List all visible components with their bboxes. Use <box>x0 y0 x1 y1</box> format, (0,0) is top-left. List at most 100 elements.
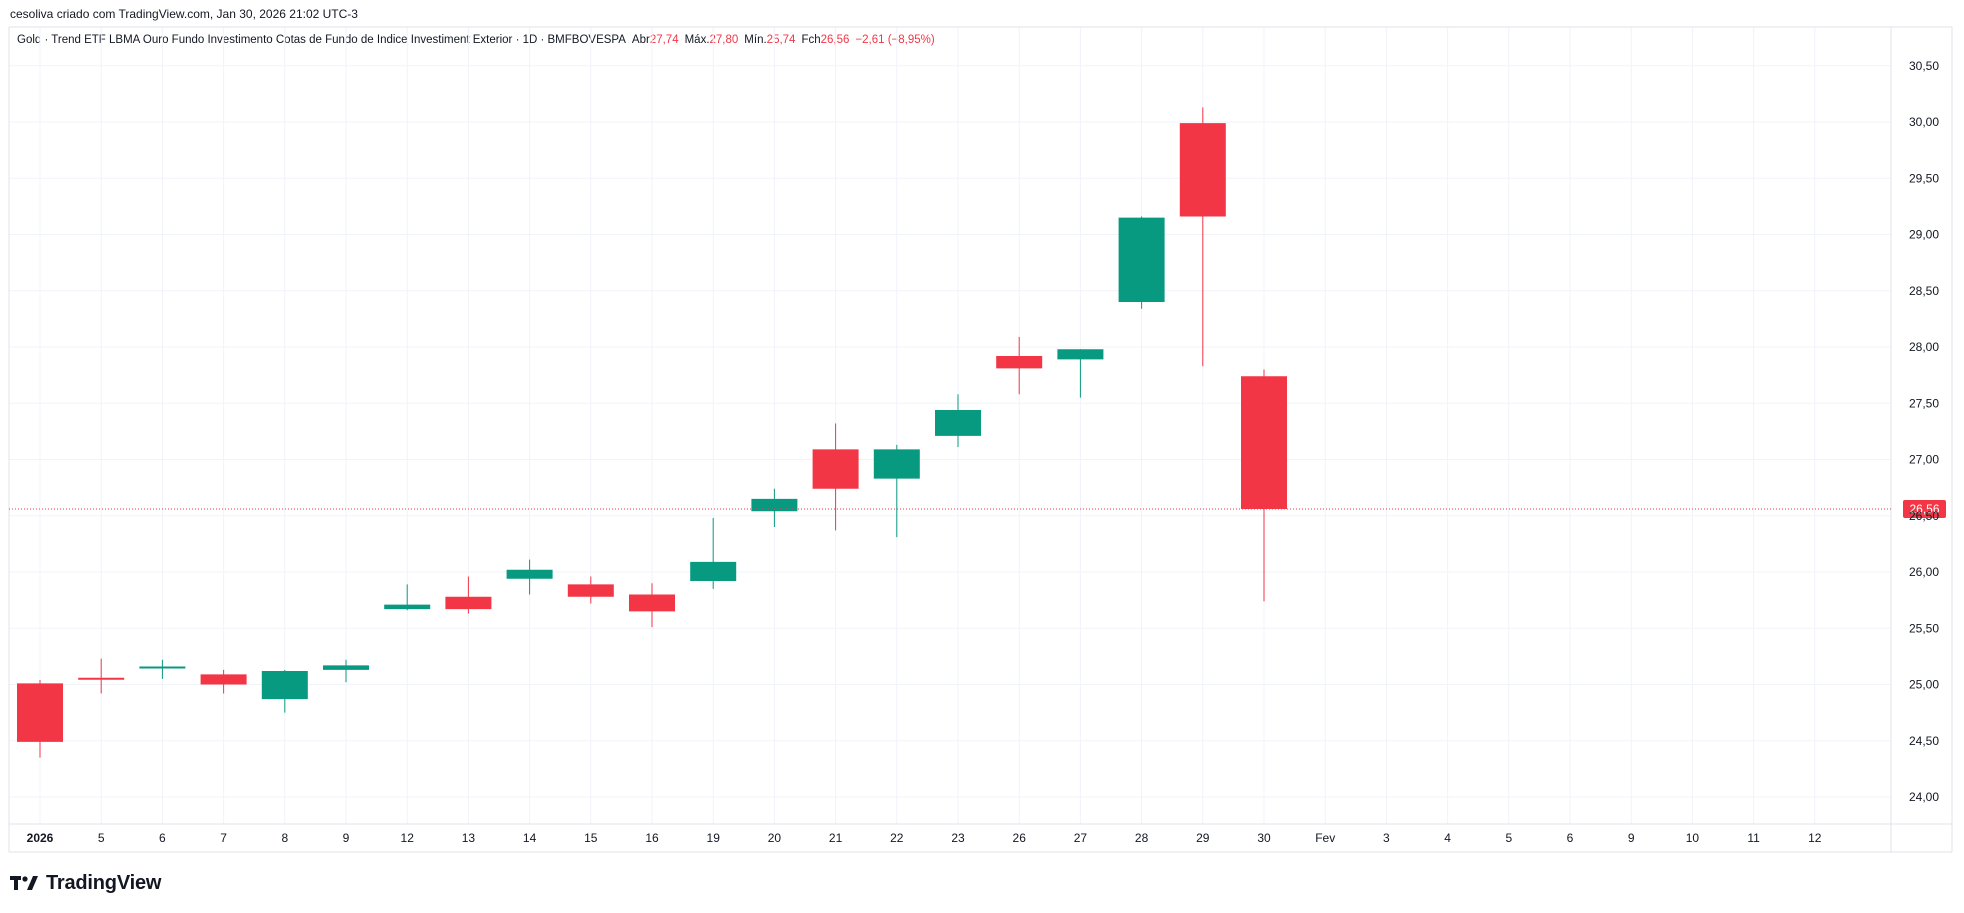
x-tick-label: 20 <box>768 831 782 845</box>
y-tick-label: 24,50 <box>1909 734 1939 748</box>
close-label: Fch <box>801 34 821 46</box>
tradingview-logo-text: TradingView <box>46 871 162 894</box>
x-tick-label: 12 <box>401 831 415 845</box>
candle-body <box>17 683 63 742</box>
chart-frame <box>8 26 1953 853</box>
price-axis[interactable]: 30,50 30,00 29,50 29,00 28,50 28,00 27,50 27,00… <box>1909 59 1939 804</box>
x-tick-label: 9 <box>1628 831 1635 845</box>
x-tick-label: 19 <box>707 831 721 845</box>
x-tick-label: 16 <box>645 831 659 845</box>
x-tick-label: 23 <box>951 831 965 845</box>
candle[interactable] <box>78 658 125 694</box>
x-tick-label: 7 <box>220 831 227 845</box>
candle-body <box>139 666 186 669</box>
candle-body <box>873 449 920 479</box>
candle-body <box>812 449 859 489</box>
candle-body <box>506 569 553 579</box>
candle[interactable] <box>996 336 1043 395</box>
x-tick-label: 29 <box>1196 831 1210 845</box>
x-tick-label: 30 <box>1257 831 1271 845</box>
y-tick-label: 25,00 <box>1909 678 1939 692</box>
candle-body <box>1179 123 1226 217</box>
x-tick-label: 14 <box>523 831 537 845</box>
x-tick-label: 26 <box>1013 831 1027 845</box>
x-tick-label: 28 <box>1135 831 1149 845</box>
candle-body <box>567 584 614 597</box>
high-label: Máx. <box>684 34 710 46</box>
candle[interactable] <box>812 423 859 531</box>
y-tick-label: 27,50 <box>1909 396 1939 410</box>
change-value: −2,61 (−8,95%) <box>855 34 935 46</box>
low-label: Mín. <box>744 34 767 46</box>
y-tick-label: 29,50 <box>1909 171 1939 185</box>
candle[interactable] <box>1118 216 1165 309</box>
candle[interactable] <box>1179 107 1226 367</box>
x-tick-label: Fev <box>1315 831 1335 845</box>
y-tick-label: 30,50 <box>1909 59 1939 73</box>
y-tick-label: 24,00 <box>1909 790 1939 804</box>
candle-body <box>384 604 431 610</box>
candle[interactable] <box>629 583 675 628</box>
candle-body <box>323 665 369 670</box>
x-tick-label: 22 <box>890 831 904 845</box>
y-tick-label: 27,00 <box>1909 453 1939 467</box>
y-tick-label: 28,50 <box>1909 284 1939 298</box>
candle-body <box>996 356 1043 369</box>
candle-body <box>690 561 737 581</box>
x-tick-label: 2026 <box>27 831 54 845</box>
candle[interactable] <box>690 518 737 589</box>
symbol-legend: Gold · Trend ETF LBMA Ouro Fundo Investi… <box>17 34 935 46</box>
candle-body <box>935 410 981 436</box>
x-tick-label: 13 <box>462 831 476 845</box>
x-tick-label: 9 <box>343 831 350 845</box>
candle[interactable] <box>384 584 431 611</box>
candle[interactable] <box>506 559 553 595</box>
candle[interactable] <box>323 659 369 683</box>
candles[interactable] <box>17 107 1287 758</box>
x-tick-label: 12 <box>1808 831 1822 845</box>
candle-body <box>629 594 675 612</box>
candle[interactable] <box>200 669 247 694</box>
chart-grid <box>9 27 1891 824</box>
candle-body <box>1057 349 1104 360</box>
candle[interactable] <box>873 444 920 538</box>
candle-body <box>1241 376 1287 509</box>
candle-body <box>445 596 492 610</box>
candle[interactable] <box>1057 349 1104 398</box>
current-price-line-group: 26,56 <box>9 500 1946 518</box>
chart-caption: cesoliva criado com TradingView.com, Jan… <box>10 7 358 21</box>
candle-body <box>200 674 247 685</box>
current-price-label: 26,56 <box>1909 502 1939 516</box>
time-axis[interactable]: 2026 5 6 7 8 9 12 13 14 15 16 19 20 21 22 23 26 27 28 29 30 F… <box>27 831 1822 845</box>
x-tick-label: 6 <box>1567 831 1574 845</box>
candle[interactable] <box>567 576 614 604</box>
y-tick-label: 30,00 <box>1909 115 1939 129</box>
x-tick-label: 10 <box>1686 831 1700 845</box>
tradingview-logo-icon <box>10 876 38 890</box>
candle[interactable] <box>17 680 63 758</box>
x-tick-label: 6 <box>159 831 166 845</box>
tradingview-logo[interactable]: TradingView <box>10 871 161 895</box>
candle[interactable] <box>751 488 798 527</box>
x-tick-label: 11 <box>1747 831 1760 845</box>
y-tick-label: 26,00 <box>1909 565 1939 579</box>
candle[interactable] <box>935 394 981 448</box>
candle[interactable] <box>139 659 186 679</box>
candle[interactable] <box>261 669 308 713</box>
open-label: Abr <box>631 34 650 46</box>
x-tick-label: 27 <box>1074 831 1088 845</box>
x-tick-label: 4 <box>1444 831 1451 845</box>
candle-body <box>261 671 308 700</box>
y-tick-label: 29,00 <box>1909 228 1939 242</box>
y-tick-label: 25,50 <box>1909 621 1939 635</box>
candle[interactable] <box>445 576 492 614</box>
y-tick-label: 28,00 <box>1909 340 1939 354</box>
x-tick-label: 21 <box>829 831 843 845</box>
candle[interactable] <box>1241 369 1287 602</box>
y-tick-label: 26,50 <box>1909 509 1939 523</box>
x-tick-label: 15 <box>584 831 598 845</box>
current-price-tag <box>1903 500 1946 518</box>
candle-body <box>1118 217 1165 302</box>
candle-body <box>78 677 125 680</box>
